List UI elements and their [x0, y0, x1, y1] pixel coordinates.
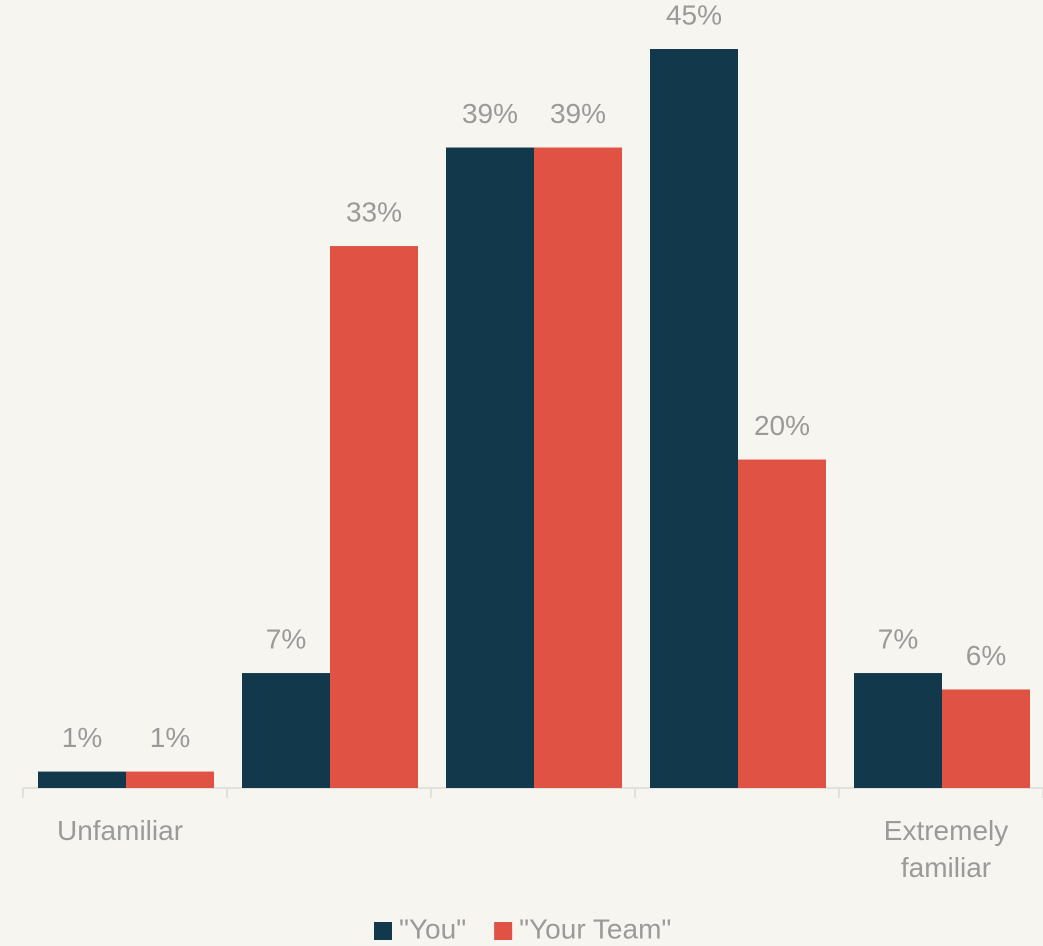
- bar: [854, 673, 942, 788]
- legend-label: "You": [399, 913, 466, 944]
- bar: [126, 771, 214, 788]
- value-label: 7%: [266, 623, 306, 654]
- value-label: 33%: [346, 196, 402, 227]
- x-tick-label: Unfamiliar: [56, 815, 184, 846]
- value-label: 7%: [878, 623, 918, 654]
- bar: [446, 147, 534, 789]
- x-tick-label: Extremely familiar: [883, 815, 1009, 883]
- bar: [242, 673, 330, 788]
- bar: [738, 459, 826, 788]
- value-label: 6%: [966, 640, 1006, 671]
- value-label: 1%: [150, 722, 190, 753]
- value-label: 39%: [550, 98, 606, 129]
- value-label: 20%: [754, 410, 810, 441]
- value-label: 1%: [62, 722, 102, 753]
- value-label: 39%: [462, 98, 518, 129]
- bar: [534, 147, 622, 789]
- legend-swatch: [494, 922, 513, 940]
- legend-swatch: [374, 922, 392, 940]
- bar: [330, 246, 418, 789]
- bar: [38, 771, 126, 788]
- legend-label: "Your Team": [519, 913, 671, 944]
- value-label: 45%: [666, 0, 722, 30]
- bar: [650, 49, 738, 788]
- bar: [942, 689, 1030, 788]
